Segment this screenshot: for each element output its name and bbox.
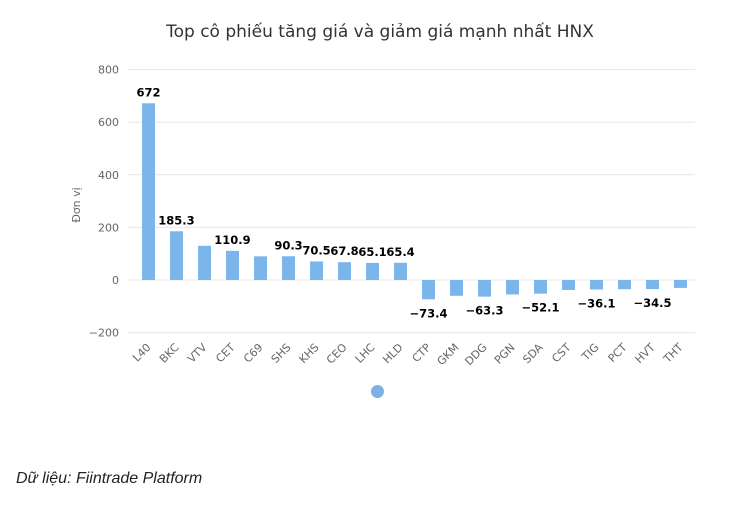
bar-ceo[interactable] — [338, 262, 351, 280]
bar-cet[interactable] — [226, 250, 239, 280]
bar-ctp[interactable] — [422, 280, 435, 300]
bar-hvt[interactable] — [646, 280, 659, 290]
bar-chart: 800 600 400 200 0 −200 Đơn vị 672 L40 185.3 BKC VTV… — [70, 64, 695, 368]
data-source-caption: Dữ liệu: Fiintrade Platform — [16, 470, 203, 487]
bar-vtv[interactable] — [198, 245, 211, 280]
bar-c69[interactable] — [254, 256, 267, 280]
data-label: 70.5 — [302, 243, 330, 257]
y-tick-label: 200 — [98, 221, 119, 234]
x-tick-label: CET — [213, 341, 237, 365]
bar-khs[interactable] — [310, 261, 323, 280]
pagination-dot[interactable] — [371, 385, 384, 398]
y-tick-label: 400 — [98, 169, 119, 182]
y-tick-label: 800 — [98, 64, 119, 77]
data-label: −36.1 — [577, 296, 615, 310]
x-tick-label: TIG — [579, 341, 602, 364]
x-tick-label: CTP — [410, 341, 434, 365]
x-tick-label: DDG — [462, 341, 489, 368]
bar-hld[interactable] — [394, 262, 407, 280]
x-tick-label: SHS — [269, 341, 294, 366]
bar-l40[interactable] — [142, 103, 155, 280]
x-tick-label: LHC — [353, 341, 378, 366]
x-tick-label: BKC — [157, 341, 182, 366]
x-tick-label: C69 — [241, 341, 266, 366]
x-tick-label: CEO — [324, 341, 350, 367]
data-label: 672 — [136, 85, 160, 99]
data-label: 90.3 — [274, 238, 302, 252]
bar-tig[interactable] — [590, 280, 603, 290]
data-label: −73.4 — [409, 306, 447, 320]
data-label: 67.8 — [330, 244, 358, 258]
x-tick-label: CST — [549, 341, 574, 366]
y-tick-label: 0 — [112, 274, 119, 287]
data-label: 110.9 — [214, 233, 250, 247]
x-tick-label: GKM — [435, 341, 462, 368]
data-label: −52.1 — [521, 301, 559, 315]
x-tick-label: PGN — [492, 341, 518, 367]
bar-gkm[interactable] — [450, 280, 463, 296]
bar-tht[interactable] — [674, 280, 687, 288]
data-label: 65.4 — [386, 245, 414, 259]
data-label: 185.3 — [158, 213, 194, 227]
x-tick-label: SDA — [520, 341, 546, 367]
x-tick-label: VTV — [185, 341, 210, 366]
bar-pct[interactable] — [618, 280, 631, 290]
bar-ddg[interactable] — [478, 280, 491, 297]
bar-pgn[interactable] — [506, 280, 519, 295]
x-tick-label: HVT — [633, 341, 658, 366]
bar-sda[interactable] — [534, 280, 547, 294]
y-tick-label: 600 — [98, 116, 119, 129]
bar-bkc[interactable] — [170, 231, 183, 280]
x-tick-label: THT — [660, 341, 685, 366]
bar-lhc[interactable] — [366, 262, 379, 280]
bar-cst[interactable] — [562, 280, 575, 290]
y-axis-label: Đơn vị — [70, 187, 83, 222]
chart-title: Top cô phiếu tăng giá và giảm giá mạnh n… — [166, 22, 594, 42]
y-tick-label: −200 — [89, 327, 119, 340]
data-label: −63.3 — [465, 304, 503, 318]
x-tick-label: HLD — [380, 341, 405, 366]
x-tick-label: KHS — [297, 341, 322, 366]
x-tick-label: L40 — [130, 341, 153, 364]
data-label: 65.1 — [358, 245, 386, 259]
x-tick-label: PCT — [606, 341, 630, 365]
data-label: −34.5 — [633, 296, 671, 310]
bar-shs[interactable] — [282, 256, 295, 280]
